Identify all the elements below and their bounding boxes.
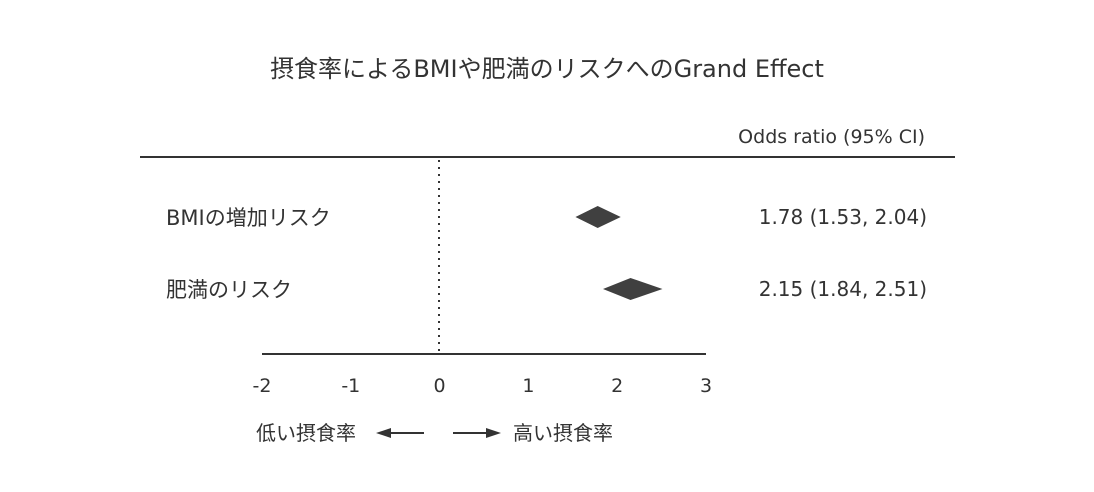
x-tick-label: -2 <box>253 375 272 397</box>
x-tick-label: -1 <box>341 375 360 397</box>
row-odds-ratio: 1.78 (1.53, 2.04) <box>759 205 927 229</box>
x-tick-label: 3 <box>700 375 712 397</box>
estimate-diamond <box>575 206 621 228</box>
estimate-diamond <box>602 278 663 300</box>
rows-layer: BMIの増加リスク 1.78 (1.53, 2.04) 肥満のリスク 2.15 (1.… <box>166 205 927 302</box>
row-label: 肥満のリスク <box>166 278 292 302</box>
row-label: BMIの増加リスク <box>166 206 331 230</box>
left-arrow <box>376 428 424 438</box>
x-tick-label: 1 <box>522 375 534 397</box>
x-tick-labels: -2 -1 0 1 2 3 <box>253 375 713 397</box>
column-header: Odds ratio (95% CI) <box>738 126 925 148</box>
row-odds-ratio: 2.15 (1.84, 2.51) <box>759 277 927 301</box>
x-tick-label: 0 <box>434 375 446 397</box>
direction-left-label: 低い摂食率 <box>256 421 356 445</box>
x-tick-label: 2 <box>611 375 623 397</box>
chart-title: 摂食率によるBMIや肥満のリスクへのGrand Effect <box>270 55 824 83</box>
direction-right-label: 高い摂食率 <box>513 421 613 445</box>
right-arrow <box>453 428 501 438</box>
